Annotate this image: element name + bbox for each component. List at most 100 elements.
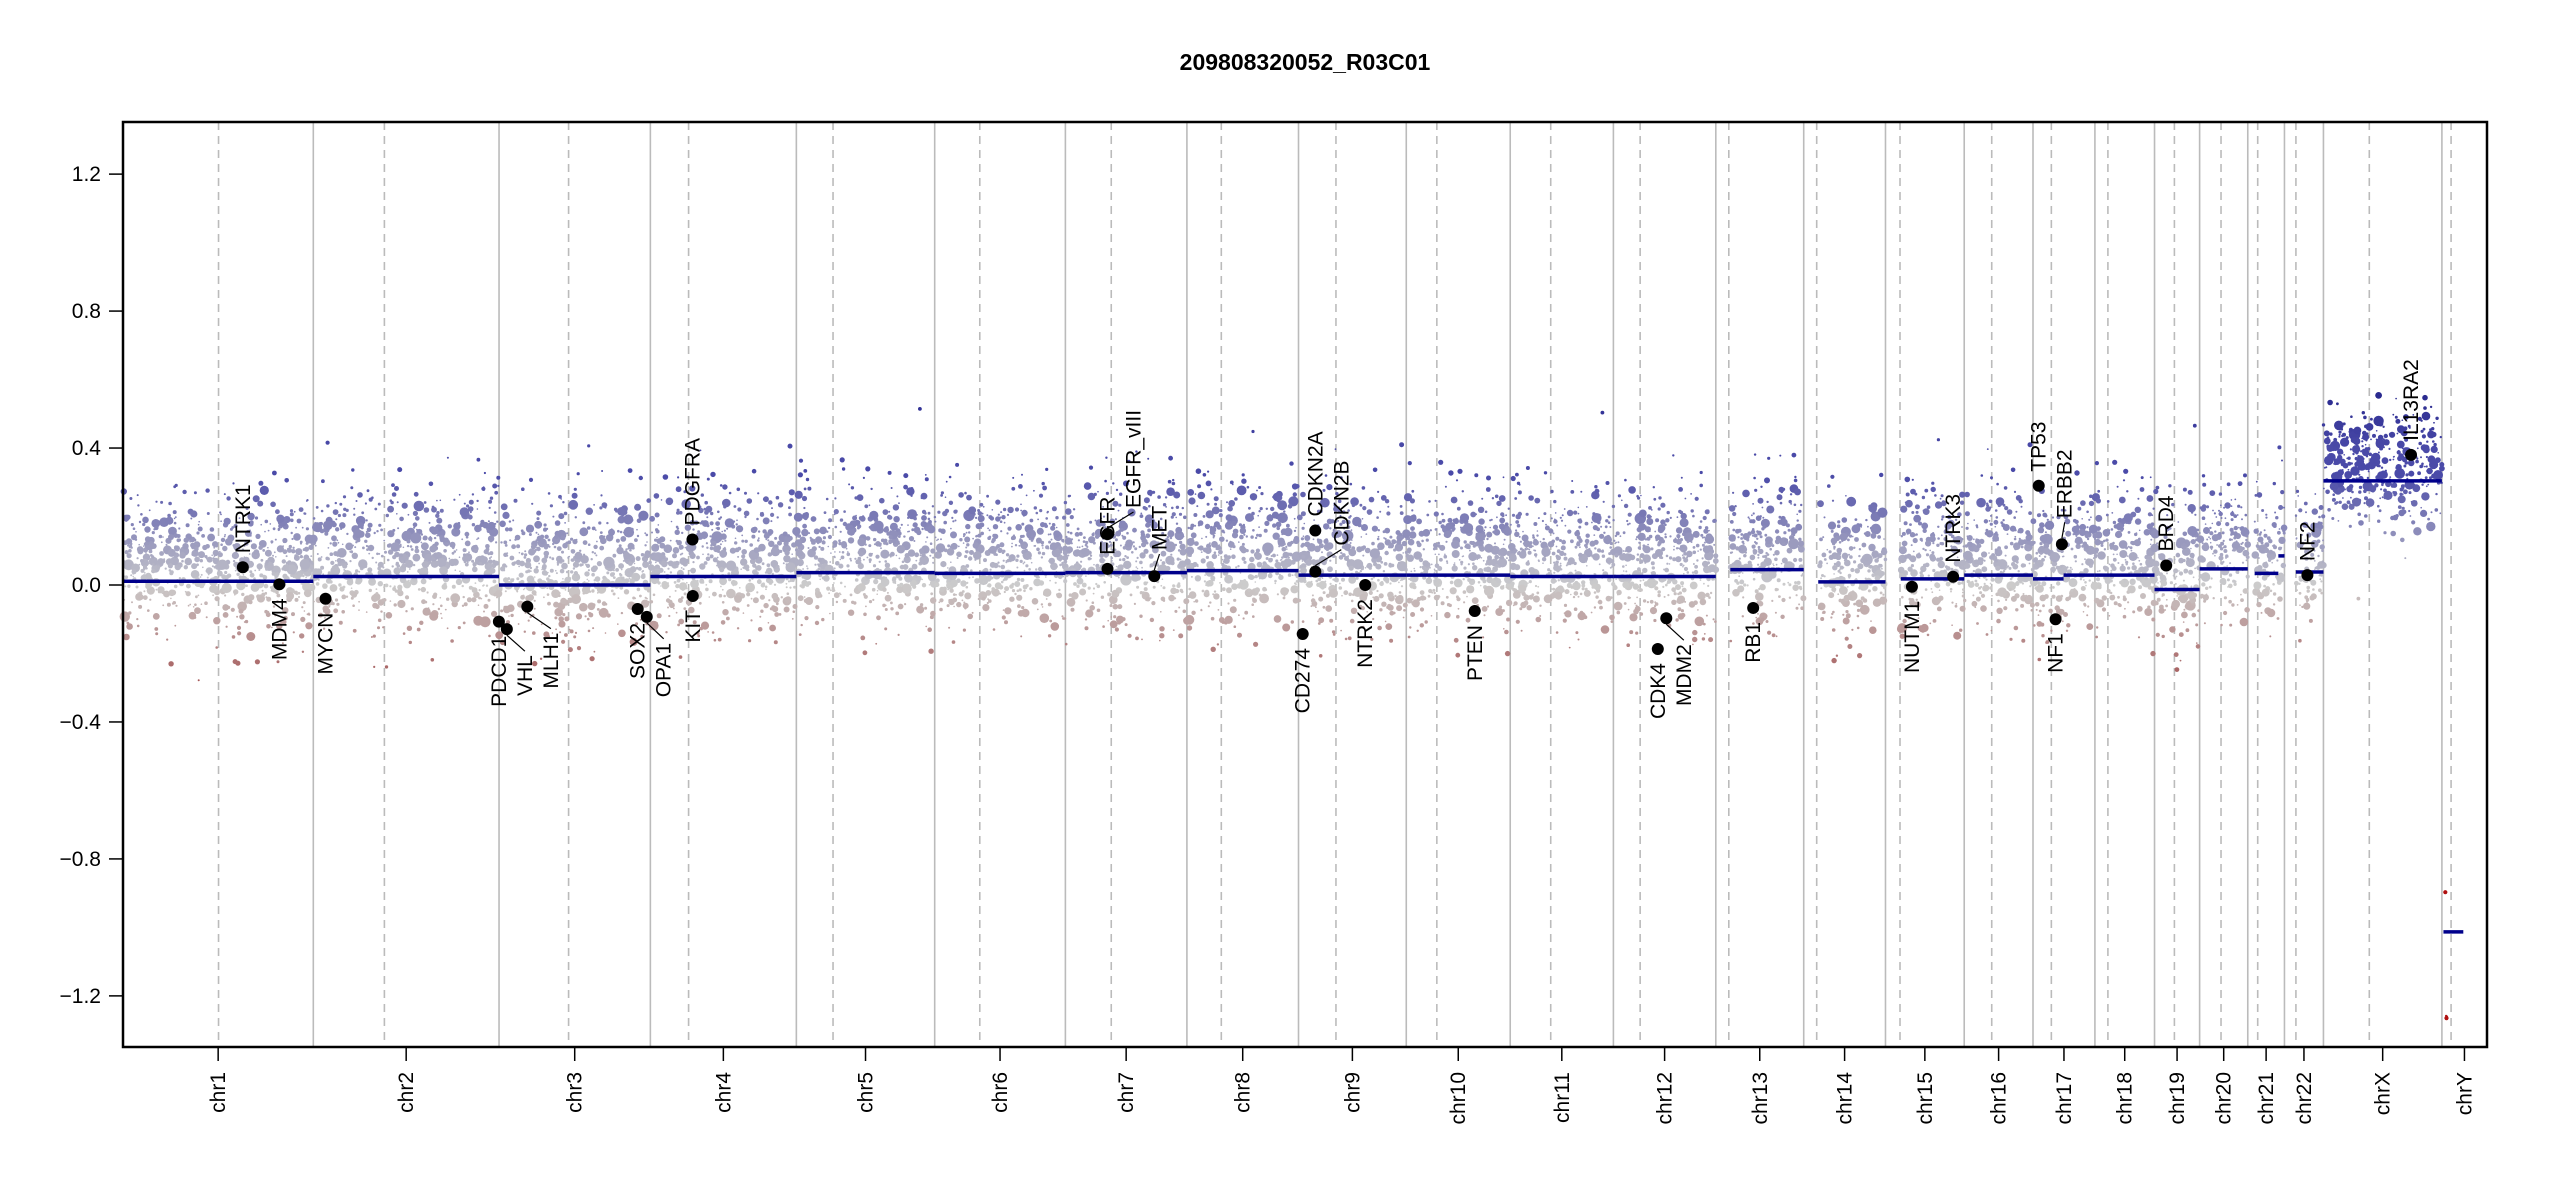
probe-point — [1200, 609, 1203, 612]
probe-point — [986, 494, 989, 498]
probe-point — [987, 598, 989, 600]
probe-point — [857, 550, 861, 555]
probe-point — [1508, 543, 1516, 551]
probe-point — [253, 577, 256, 580]
probe-point — [478, 589, 481, 592]
probe-point — [573, 635, 577, 639]
probe-point — [654, 544, 659, 549]
probe-point — [544, 572, 548, 576]
probe-point — [413, 500, 425, 512]
probe-point — [678, 618, 685, 625]
probe-point — [1089, 554, 1093, 557]
probe-point — [655, 621, 658, 625]
probe-point — [1147, 457, 1150, 460]
probe-point — [324, 531, 329, 536]
probe-point — [227, 574, 229, 576]
probe-point — [1341, 577, 1345, 582]
probe-point — [494, 490, 499, 495]
probe-point — [364, 502, 367, 505]
probe-point — [443, 549, 447, 553]
probe-point — [711, 540, 717, 547]
probe-point — [1450, 496, 1458, 504]
probe-point — [1045, 598, 1048, 600]
probe-point — [1506, 522, 1509, 525]
probe-point — [1205, 555, 1209, 560]
probe-point — [795, 535, 798, 538]
probe-point — [209, 585, 217, 593]
probe-point — [743, 564, 750, 570]
probe-point — [1438, 459, 1444, 465]
probe-point — [735, 568, 739, 572]
probe-point — [1604, 525, 1608, 529]
probe-point — [1329, 559, 1332, 562]
probe-point — [1510, 539, 1512, 542]
probe-point — [337, 548, 347, 558]
probe-point — [520, 552, 524, 556]
probe-point — [1139, 514, 1144, 518]
probe-point — [848, 530, 850, 533]
probe-point — [1036, 547, 1040, 552]
probe-point — [440, 612, 442, 615]
probe-point — [1091, 601, 1095, 604]
probe-point — [946, 604, 950, 608]
probe-point — [845, 547, 848, 550]
probe-point — [733, 571, 736, 574]
probe-point — [1004, 620, 1008, 625]
probe-point — [1136, 585, 1140, 589]
probe-point — [834, 525, 838, 529]
probe-point — [1492, 524, 1499, 530]
probe-point — [674, 560, 680, 566]
probe-point — [922, 495, 925, 498]
probe-point — [988, 535, 992, 539]
probe-point — [833, 582, 835, 584]
probe-point — [667, 561, 669, 564]
probe-point — [164, 567, 167, 570]
probe-point — [390, 500, 394, 505]
probe-point — [532, 631, 536, 635]
probe-point — [503, 577, 509, 583]
probe-point — [489, 496, 494, 500]
probe-point — [1399, 511, 1404, 515]
probe-point — [722, 609, 729, 616]
probe-point — [788, 489, 795, 496]
probe-point — [198, 551, 205, 559]
probe-point — [726, 527, 729, 530]
probe-point — [410, 548, 414, 551]
probe-point — [823, 575, 830, 582]
probe-point — [219, 550, 221, 553]
probe-point — [1402, 529, 1411, 538]
probe-point — [1162, 599, 1166, 602]
probe-point — [1502, 476, 1505, 479]
probe-point — [446, 456, 449, 459]
probe-point — [991, 588, 1000, 597]
probe-point — [803, 525, 806, 528]
probe-point — [1238, 541, 1240, 543]
probe-point — [1318, 654, 1323, 658]
probe-point — [1122, 536, 1126, 540]
probe-point — [654, 512, 660, 518]
probe-point — [606, 521, 609, 525]
probe-point — [868, 600, 873, 604]
probe-point — [1033, 578, 1042, 587]
probe-point — [536, 510, 542, 516]
probe-point — [719, 484, 723, 487]
probe-point — [412, 522, 418, 527]
probe-point — [1028, 537, 1032, 541]
probe-point — [944, 496, 947, 499]
probe-point — [1472, 562, 1475, 565]
probe-point — [1278, 573, 1281, 576]
probe-point — [1376, 516, 1379, 519]
probe-point — [823, 511, 827, 514]
probe-point — [350, 486, 354, 490]
probe-point — [695, 521, 698, 524]
probe-point — [1400, 585, 1404, 588]
probe-point — [1229, 540, 1232, 544]
probe-point — [1018, 544, 1021, 547]
probe-point — [897, 603, 904, 610]
probe-point — [264, 519, 269, 524]
probe-point — [212, 557, 220, 565]
probe-point — [1290, 540, 1294, 545]
probe-point — [320, 509, 324, 513]
probe-point — [449, 541, 456, 548]
probe-point — [332, 603, 334, 605]
